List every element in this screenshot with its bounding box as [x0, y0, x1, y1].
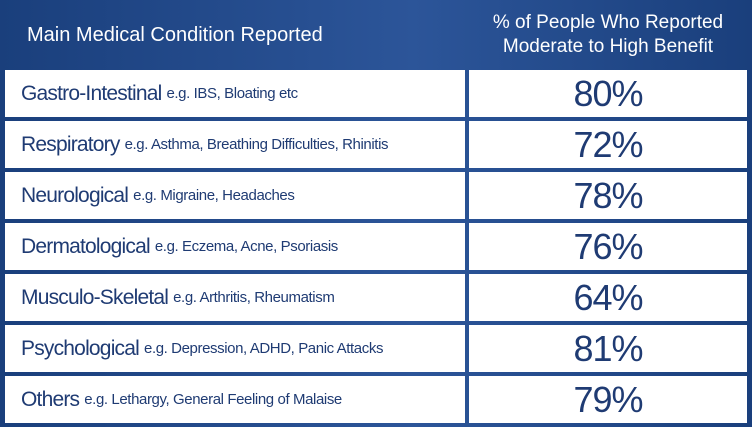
- table-row: Gastro-Intestinal e.g. IBS, Bloating etc…: [5, 70, 747, 117]
- condition-examples: e.g. IBS, Bloating etc: [166, 85, 298, 102]
- value-cell: 76%: [469, 223, 747, 270]
- table-header: Main Medical Condition Reported % of Peo…: [5, 0, 747, 70]
- condition-name: Respiratory: [21, 132, 120, 156]
- table-row: Musculo-Skeletal e.g. Arthritis, Rheumat…: [5, 274, 747, 321]
- table-row: Dermatological e.g. Eczema, Acne, Psoria…: [5, 223, 747, 270]
- condition-name: Neurological: [21, 183, 129, 207]
- value-cell: 81%: [469, 325, 747, 372]
- condition-cell: Gastro-Intestinal e.g. IBS, Bloating etc: [5, 70, 465, 117]
- value-cell: 79%: [469, 376, 747, 423]
- table-row: Respiratory e.g. Asthma, Breathing Diffi…: [5, 121, 747, 168]
- condition-cell: Respiratory e.g. Asthma, Breathing Diffi…: [5, 121, 465, 168]
- table-row: Others e.g. Lethargy, General Feeling of…: [5, 376, 747, 423]
- condition-examples: e.g. Eczema, Acne, Psoriasis: [154, 238, 338, 255]
- condition-examples: e.g. Depression, ADHD, Panic Attacks: [144, 340, 384, 357]
- header-condition: Main Medical Condition Reported: [27, 23, 323, 46]
- header-benefit: % of People Who Reported Moderate to Hig…: [469, 0, 747, 70]
- value-cell: 78%: [469, 172, 747, 219]
- condition-examples: e.g. Migraine, Headaches: [133, 187, 295, 204]
- condition-name: Psychological: [21, 336, 140, 360]
- condition-cell: Musculo-Skeletal e.g. Arthritis, Rheumat…: [5, 274, 465, 321]
- table-body: Gastro-Intestinal e.g. IBS, Bloating etc…: [5, 70, 747, 423]
- condition-name: Dermatological: [21, 234, 151, 258]
- condition-cell: Dermatological e.g. Eczema, Acne, Psoria…: [5, 223, 465, 270]
- table-row: Neurological e.g. Migraine, Headaches 78…: [5, 172, 747, 219]
- table-row: Psychological e.g. Depression, ADHD, Pan…: [5, 325, 747, 372]
- condition-name: Musculo-Skeletal: [21, 285, 169, 309]
- condition-examples: e.g. Arthritis, Rheumatism: [173, 289, 335, 306]
- value-cell: 72%: [469, 121, 747, 168]
- value-cell: 80%: [469, 70, 747, 117]
- condition-cell: Others e.g. Lethargy, General Feeling of…: [5, 376, 465, 423]
- condition-examples: e.g. Asthma, Breathing Difficulties, Rhi…: [124, 136, 389, 153]
- value-cell: 64%: [469, 274, 747, 321]
- condition-cell: Psychological e.g. Depression, ADHD, Pan…: [5, 325, 465, 372]
- condition-name: Others: [21, 387, 80, 411]
- condition-cell: Neurological e.g. Migraine, Headaches: [5, 172, 465, 219]
- header-benefit-line-2: Moderate to High Benefit: [502, 36, 714, 57]
- header-benefit-line-1: % of People Who Reported: [492, 12, 724, 33]
- condition-name: Gastro-Intestinal: [21, 81, 162, 105]
- condition-examples: e.g. Lethargy, General Feeling of Malais…: [84, 391, 342, 408]
